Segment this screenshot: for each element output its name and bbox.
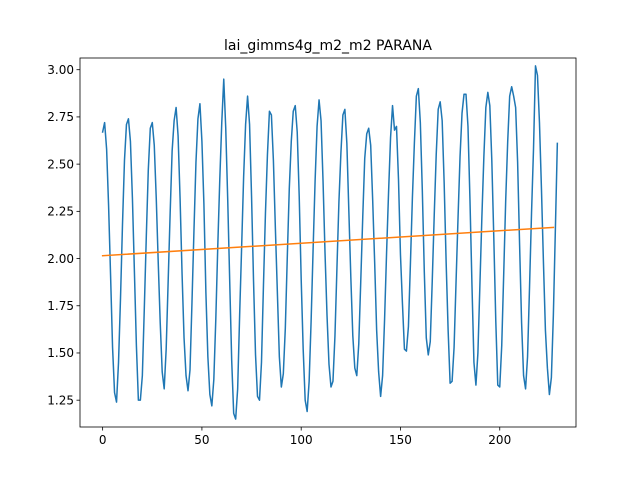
x-tick-label: 150: [389, 433, 412, 447]
x-tick-label: 200: [488, 433, 511, 447]
x-tick-label: 50: [194, 433, 209, 447]
plot-area: 0 50 100 150 200 1.25 1.50 1.75 2.00 2.25 2.50 2.75…: [47, 63, 559, 447]
y-tick-label: 2.00: [47, 252, 74, 266]
x-tick-label: 0: [99, 433, 107, 447]
y-tick-label: 1.75: [47, 299, 74, 313]
y-tick-label: 2.50: [47, 157, 74, 171]
y-tick-label: 1.50: [47, 346, 74, 360]
y-tick-label: 2.75: [47, 110, 74, 124]
y-tick-label: 1.25: [47, 393, 74, 407]
series-line: [101, 65, 559, 420]
x-tick-label: 100: [290, 433, 313, 447]
chart-title: lai_gimms4g_m2_m2 PARANA: [224, 38, 432, 54]
y-tick-label: 3.00: [47, 63, 74, 77]
y-tick-label: 2.25: [47, 205, 74, 219]
axes-frame: [79, 57, 577, 428]
trend-line: [101, 226, 555, 257]
